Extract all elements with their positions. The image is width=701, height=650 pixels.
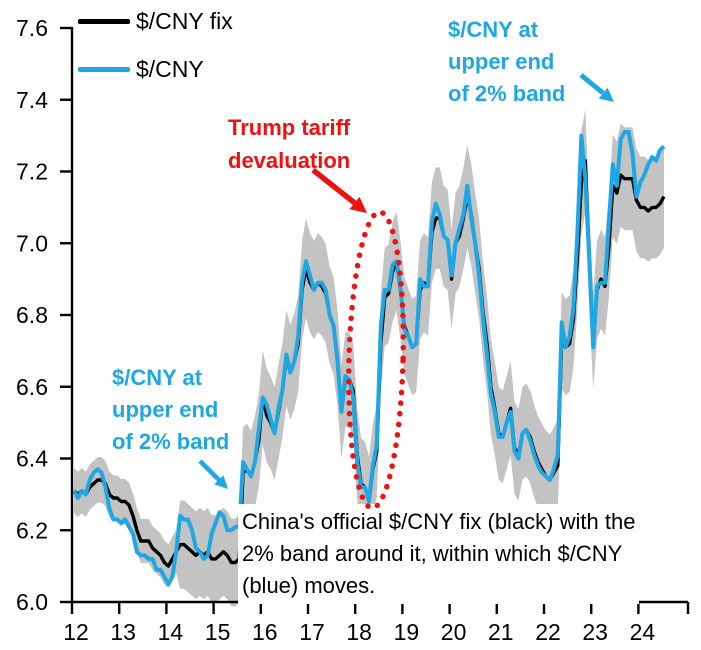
svg-text:15: 15 — [205, 619, 231, 645]
legend-label-spot: $/CNY — [136, 56, 204, 83]
svg-text:6.6: 6.6 — [16, 374, 48, 400]
svg-text:19: 19 — [394, 619, 420, 645]
svg-text:6.2: 6.2 — [16, 517, 48, 543]
svg-text:23: 23 — [582, 619, 608, 645]
annotation-trump-line2: devaluation — [228, 144, 350, 177]
svg-text:17: 17 — [299, 619, 325, 645]
svg-text:7.2: 7.2 — [16, 159, 48, 185]
legend-item-spot: $/CNY — [78, 57, 204, 81]
annotation-upper-band-2023: $/CNY at upper end of 2% band — [448, 14, 565, 110]
svg-text:21: 21 — [488, 619, 514, 645]
svg-text:7.6: 7.6 — [16, 15, 48, 41]
svg-text:20: 20 — [441, 619, 467, 645]
svg-text:14: 14 — [158, 619, 184, 645]
annotation-trump-line1: Trump tariff — [228, 111, 350, 144]
svg-text:22: 22 — [535, 619, 561, 645]
svg-text:18: 18 — [346, 619, 372, 645]
svg-text:7.0: 7.0 — [16, 230, 48, 256]
legend-item-fix: $/CNY fix — [78, 9, 233, 33]
legend-label-fix: $/CNY fix — [136, 8, 233, 35]
annotation-upper-band-2015: $/CNY at upper end of 2% band — [112, 362, 229, 458]
fix-line-swatch-icon — [78, 19, 130, 24]
annotation-trump-tariff: Trump tariff devaluation — [228, 111, 350, 177]
svg-text:6.8: 6.8 — [16, 302, 48, 328]
svg-text:12: 12 — [63, 619, 89, 645]
svg-text:7.4: 7.4 — [16, 87, 48, 113]
exchange-rate-chart: 6.0 6.2 6.4 6.6 6.8 7.0 7.2 7.4 7.6 12 13 14 15 16 17 1… — [0, 0, 701, 650]
spot-line-swatch-icon — [78, 67, 130, 72]
chart-caption: China's official $/CNY fix (black) with … — [238, 504, 639, 604]
svg-text:24: 24 — [630, 619, 656, 645]
svg-text:13: 13 — [110, 619, 136, 645]
svg-text:16: 16 — [252, 619, 278, 645]
svg-text:6.0: 6.0 — [16, 589, 48, 615]
svg-text:6.4: 6.4 — [16, 446, 48, 472]
